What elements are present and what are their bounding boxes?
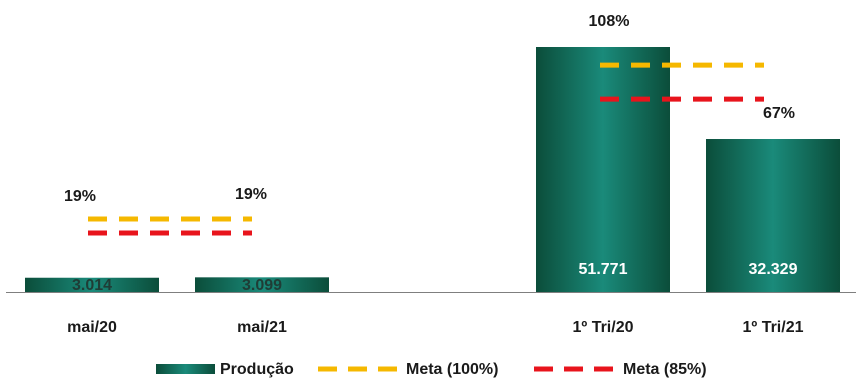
legend: Produção Meta (100%) Meta (85%)	[156, 361, 707, 378]
value-label-1-tri-21: 32.329	[749, 261, 798, 278]
value-label-1-tri-20: 51.771	[579, 261, 628, 278]
category-label-1-tri-21: 1º Tri/21	[743, 319, 804, 336]
pct-label-1-tri-21: 67%	[763, 105, 795, 122]
value-label-mai-21: 3.099	[242, 277, 282, 294]
bar-1-tri-21	[706, 139, 840, 292]
bar-1-tri-20	[536, 47, 670, 292]
bars-layer	[25, 47, 840, 292]
category-label-mai-21: mai/21	[237, 319, 287, 336]
pct-label-mai-21: 19%	[235, 186, 267, 203]
category-label-mai-20: mai/20	[67, 319, 117, 336]
legend-swatch-producao	[156, 364, 215, 374]
pct-label-mai-20: 19%	[64, 188, 96, 205]
bar-mai-20	[25, 277, 159, 292]
value-label-mai-20: 3.014	[72, 277, 112, 294]
legend-label-meta-100: Meta (100%)	[406, 361, 498, 378]
meta-lines-layer	[88, 62, 764, 236]
labels-layer: 3.014 19% mai/20 3.099 19% mai/21 51.771 108% 1º…	[64, 13, 804, 336]
legend-label-producao: Produção	[220, 361, 294, 378]
pct-label-1-tri-20: 108%	[589, 13, 630, 30]
legend-label-meta-85: Meta (85%)	[623, 361, 707, 378]
category-label-1-tri-20: 1º Tri/20	[573, 319, 634, 336]
bar-mai-21	[195, 277, 329, 292]
